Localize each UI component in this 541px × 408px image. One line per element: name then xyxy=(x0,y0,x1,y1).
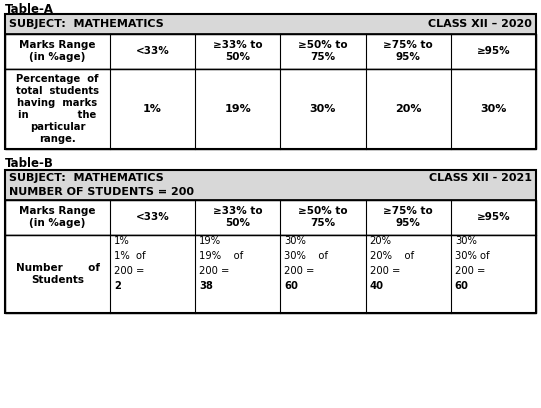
Text: ≥75% to
95%: ≥75% to 95% xyxy=(384,40,433,62)
Bar xyxy=(5,34,536,69)
Text: 30%    of: 30% of xyxy=(285,251,328,261)
Bar xyxy=(5,170,536,200)
Text: ≥50% to
75%: ≥50% to 75% xyxy=(298,40,348,62)
Text: 30%: 30% xyxy=(455,236,477,246)
Text: 60: 60 xyxy=(455,281,469,291)
Text: ≥33% to
50%: ≥33% to 50% xyxy=(213,40,262,62)
Text: Table-A: Table-A xyxy=(5,3,54,16)
Text: 2: 2 xyxy=(114,281,121,291)
Bar xyxy=(5,14,536,149)
Text: 200 =: 200 = xyxy=(199,266,229,276)
Text: <33%: <33% xyxy=(136,47,169,56)
Text: SUBJECT:  MATHEMATICS: SUBJECT: MATHEMATICS xyxy=(9,19,164,29)
Text: 19%: 19% xyxy=(199,236,221,246)
Bar xyxy=(5,14,536,34)
Text: CLASS XII - 2021: CLASS XII - 2021 xyxy=(429,173,532,184)
Text: Table-B: Table-B xyxy=(5,157,54,170)
Text: 1%  of: 1% of xyxy=(114,251,146,261)
Text: 30% of: 30% of xyxy=(455,251,490,261)
Bar xyxy=(5,170,536,313)
Text: 200 =: 200 = xyxy=(285,266,315,276)
Text: 1%: 1% xyxy=(114,236,130,246)
Text: 40: 40 xyxy=(370,281,384,291)
Text: Percentage  of
total  students
having  marks
in              the
particular
rang: Percentage of total students having mark… xyxy=(16,74,99,144)
Text: 30%: 30% xyxy=(310,104,336,114)
Text: Marks Range
(in %age): Marks Range (in %age) xyxy=(19,206,96,228)
Text: ≥95%: ≥95% xyxy=(477,47,510,56)
Text: Number       of
Students: Number of Students xyxy=(16,263,100,285)
Text: 38: 38 xyxy=(199,281,213,291)
Bar xyxy=(5,235,536,313)
Text: 19%: 19% xyxy=(225,104,251,114)
Text: 200 =: 200 = xyxy=(455,266,485,276)
Text: <33%: <33% xyxy=(136,213,169,222)
Text: ≥95%: ≥95% xyxy=(477,213,510,222)
Text: NUMBER OF STUDENTS = 200: NUMBER OF STUDENTS = 200 xyxy=(9,186,194,197)
Text: 200 =: 200 = xyxy=(114,266,144,276)
Text: 1%: 1% xyxy=(143,104,162,114)
Bar xyxy=(5,200,536,235)
Text: 30%: 30% xyxy=(480,104,506,114)
Text: CLASS XII – 2020: CLASS XII – 2020 xyxy=(428,19,532,29)
Text: ≥33% to
50%: ≥33% to 50% xyxy=(213,206,262,228)
Text: 20%    of: 20% of xyxy=(370,251,414,261)
Text: 20%: 20% xyxy=(370,236,392,246)
Text: 60: 60 xyxy=(285,281,298,291)
Text: SUBJECT:  MATHEMATICS: SUBJECT: MATHEMATICS xyxy=(9,173,164,184)
Bar xyxy=(5,69,536,149)
Text: 200 =: 200 = xyxy=(370,266,400,276)
Text: 30%: 30% xyxy=(285,236,306,246)
Text: 20%: 20% xyxy=(395,104,421,114)
Text: ≥50% to
75%: ≥50% to 75% xyxy=(298,206,348,228)
Text: ≥75% to
95%: ≥75% to 95% xyxy=(384,206,433,228)
Text: 19%    of: 19% of xyxy=(199,251,243,261)
Text: Marks Range
(in %age): Marks Range (in %age) xyxy=(19,40,96,62)
